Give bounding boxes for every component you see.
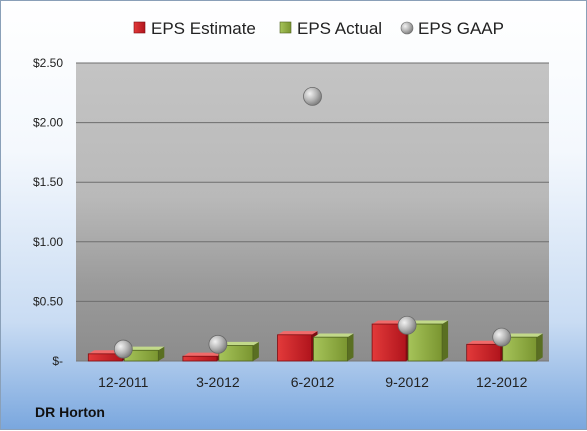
legend-label: EPS GAAP (418, 19, 504, 38)
eps-gaap-point (397, 315, 417, 335)
x-tick-label: 9-2012 (385, 374, 429, 390)
bar-side (347, 333, 354, 361)
gaap-points (113, 86, 512, 359)
eps-gaap-point (492, 327, 512, 347)
bar-top (182, 352, 223, 357)
eps-gaap-point (208, 334, 228, 354)
eps-actual-bar (502, 336, 538, 362)
bar-top (218, 341, 259, 346)
y-axis-ticks: $- $0.50 $1.00 $1.50 $2.00 $2.50 (33, 56, 63, 368)
legend: EPS Estimate EPS Actual EPS GAAP (133, 19, 504, 38)
eps-gaap-point (303, 86, 322, 106)
y-tick-label: $2.00 (33, 116, 63, 130)
legend-swatch-gaap (400, 21, 414, 35)
legend-label: EPS Estimate (151, 19, 256, 38)
eps-estimate-bar (277, 334, 312, 362)
eps-actual-bar (313, 336, 348, 362)
bar-top (277, 331, 318, 335)
y-tick-label: $2.50 (33, 56, 63, 70)
eps-estimate-bar (466, 343, 502, 362)
x-tick-label: 12-2012 (476, 374, 528, 390)
eps-estimate-bar (182, 355, 218, 362)
x-tick-label: 3-2012 (196, 374, 240, 390)
legend-swatch-estimate (133, 21, 146, 34)
plot-area (76, 63, 549, 361)
bar-top (124, 346, 165, 351)
y-tick-label: $0.50 (33, 294, 63, 308)
bar-side (158, 346, 165, 361)
eps-gaap-point (113, 339, 133, 359)
legend-label: EPS Actual (297, 19, 382, 38)
bars (87, 320, 543, 362)
bar-side (442, 320, 449, 361)
x-tick-label: 12-2011 (98, 374, 149, 390)
y-tick-label: $- (52, 354, 63, 368)
y-tick-label: $1.00 (33, 235, 63, 249)
bar-top (502, 333, 543, 338)
bar-side (536, 333, 543, 361)
x-axis-ticks: 12-2011 3-2012 6-2012 9-2012 12-2012 (98, 374, 527, 390)
legend-swatch-actual (279, 21, 292, 34)
bar-top (313, 333, 354, 338)
company-label: DR Horton (35, 404, 105, 420)
bar-top (408, 320, 449, 325)
x-tick-label: 6-2012 (291, 374, 335, 390)
bar-side (252, 341, 259, 361)
y-tick-label: $1.50 (33, 175, 63, 189)
